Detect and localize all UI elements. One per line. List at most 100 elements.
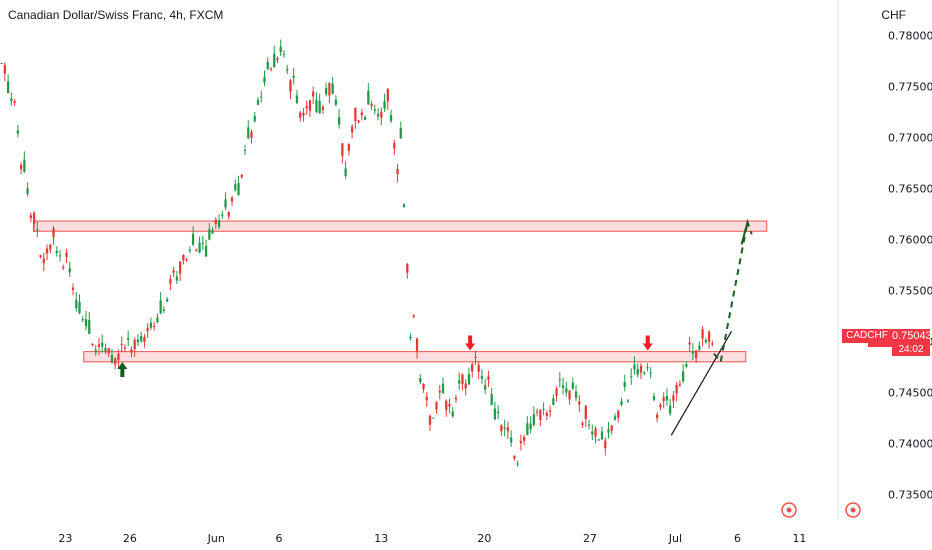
candle-body: [143, 337, 146, 342]
x-tick-label: Jun: [207, 532, 225, 545]
candle-body: [42, 258, 45, 264]
candle-body: [399, 128, 402, 139]
candle-body: [253, 116, 256, 122]
y-tick-label: 0.76000: [888, 233, 932, 246]
candle-body: [260, 96, 263, 98]
x-tick-label: 6: [734, 532, 741, 545]
down-arrow-marker: [642, 335, 653, 351]
candle-body: [127, 338, 130, 341]
candle-body: [88, 319, 91, 334]
candle-body: [123, 347, 127, 349]
candle-body: [376, 113, 380, 117]
candle-body: [659, 404, 662, 408]
x-tick-label: Jul: [668, 532, 682, 545]
candle-body: [701, 329, 704, 339]
candle-body: [256, 99, 260, 105]
candle-body: [153, 325, 156, 327]
candle-body: [662, 397, 665, 402]
candle-body: [198, 242, 201, 253]
candle-body: [13, 101, 16, 103]
candle-body: [120, 343, 123, 345]
y-tick-label: 0.77000: [888, 131, 932, 144]
candle-body: [412, 315, 415, 317]
candle-body: [380, 111, 383, 118]
currency-label: CHF: [881, 8, 906, 22]
candle-body: [484, 385, 487, 390]
candle-body: [613, 416, 617, 420]
candle-body: [243, 150, 247, 152]
candle-body: [302, 112, 305, 116]
chart-title: Canadian Dollar/Swiss Franc, 4h, FXCM: [8, 8, 224, 22]
down-arrow-marker: [465, 335, 476, 351]
candle-body: [16, 130, 19, 134]
candle-body: [604, 440, 607, 448]
candle-body: [584, 405, 587, 420]
candle-body: [185, 259, 188, 261]
candle-body: [571, 382, 574, 389]
candle-body: [65, 252, 68, 257]
candle-body: [630, 376, 633, 378]
candle-body: [383, 101, 386, 109]
x-tick-label: 6: [276, 532, 283, 545]
candle-body: [94, 349, 97, 353]
candle-body: [75, 299, 78, 309]
candle-body: [542, 408, 545, 410]
candle-body: [497, 411, 500, 414]
candle-body: [338, 117, 341, 125]
candle-body: [370, 103, 373, 106]
candle-body: [548, 410, 552, 412]
candle-body: [652, 396, 656, 400]
candle-body: [389, 115, 393, 121]
candle-body: [438, 390, 441, 393]
candle-body: [649, 372, 652, 374]
support-resistance-zone: [83, 351, 747, 363]
candle-body: [178, 261, 182, 274]
candle-body: [682, 371, 685, 382]
candle-body: [425, 396, 428, 401]
candle-body: [428, 415, 432, 425]
candle-body: [84, 319, 88, 327]
candle-body: [331, 83, 334, 94]
x-tick-label: 26: [123, 532, 137, 545]
candle-body: [402, 204, 406, 208]
x-tick-label: 23: [58, 532, 72, 545]
price-tag-countdown: 24:02: [892, 343, 930, 356]
candle-body: [201, 242, 204, 244]
candle-body: [678, 383, 682, 385]
event-flag-dot: [850, 507, 856, 513]
candle-body: [506, 427, 510, 432]
candle-body: [441, 383, 445, 393]
candle-body: [448, 403, 451, 407]
x-tick-label: 11: [792, 532, 806, 545]
candle-body: [529, 423, 532, 430]
candle-body: [698, 345, 701, 350]
candle-body: [214, 219, 217, 225]
candle-body: [685, 364, 688, 367]
candle-body: [386, 89, 389, 102]
candle-body: [344, 168, 347, 176]
candle-body: [665, 396, 669, 401]
candle-body: [58, 255, 62, 257]
candle-body: [474, 356, 477, 358]
candle-body: [458, 380, 461, 384]
event-flag-dot: [786, 507, 792, 513]
candle-body: [396, 169, 399, 175]
candle-body: [149, 322, 153, 328]
candle-body: [165, 299, 169, 302]
candle-body: [295, 95, 299, 104]
candle-body: [133, 339, 136, 350]
candle-body: [487, 376, 490, 380]
candle-body: [623, 382, 626, 387]
up-arrow-marker: [117, 361, 128, 377]
candle-body: [195, 249, 198, 251]
candle-body: [454, 397, 458, 400]
candle-body: [26, 188, 29, 194]
candle-body: [191, 233, 195, 245]
candle-body: [445, 401, 448, 411]
candle-body: [188, 249, 191, 251]
price-tag-symbol: CADCHF: [842, 329, 892, 343]
candle-body: [639, 365, 643, 373]
candle-body: [513, 455, 516, 459]
candle-body: [565, 388, 568, 393]
